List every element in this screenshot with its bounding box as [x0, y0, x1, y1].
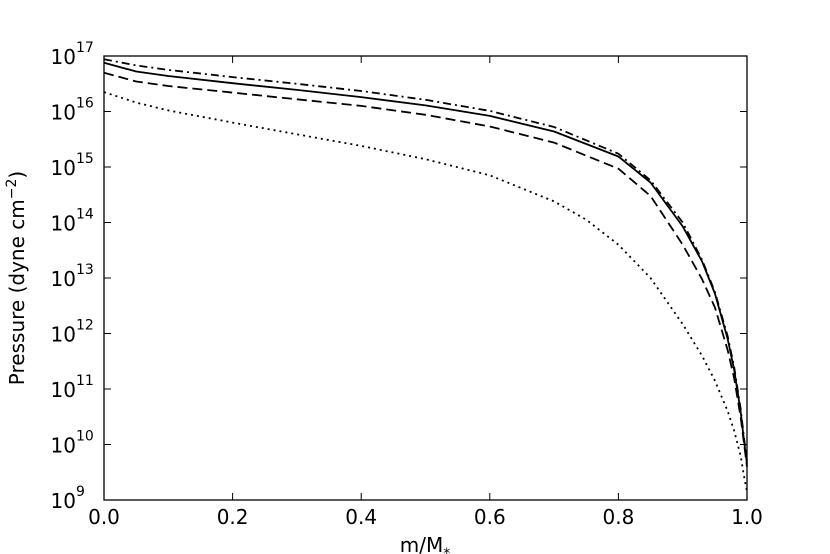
y-tick-label: 10 — [51, 323, 76, 347]
y-tick-label: 10 — [51, 156, 76, 180]
y-tick-exponent: 9 — [76, 484, 85, 500]
y-tick-label: 10 — [51, 489, 76, 513]
y-tick-exponent: 12 — [76, 318, 94, 334]
y-tick-base: 10 — [51, 267, 76, 291]
y-tick-base: 10 — [51, 323, 76, 347]
y-tick-label: 10 — [51, 378, 76, 402]
y-tick-exponent: 11 — [76, 373, 94, 389]
y-tick-base: 10 — [51, 378, 76, 402]
x-tick-label: 0.2 — [217, 505, 249, 529]
x-ticks: 0.0 0.2 0.4 0.6 0.8 1.0 — [88, 56, 763, 529]
y-tick-label: 10 — [51, 101, 76, 125]
y-tick-base: 10 — [51, 156, 76, 180]
x-axis-label-subscript: * — [443, 546, 450, 554]
x-axis-label: m/M* — [400, 533, 450, 554]
series-line-solid — [103, 61, 748, 465]
y-axis-label: Pressure (dyne cm−2) — [4, 171, 29, 385]
series-line-dashdot — [103, 58, 748, 462]
y-tick-exponent: 17 — [76, 40, 94, 56]
x-tick-label: 1.0 — [731, 505, 763, 529]
x-tick-label: 0.0 — [88, 505, 120, 529]
series-line-dotted — [103, 91, 748, 492]
x-tick-label: 0.8 — [602, 505, 634, 529]
y-tick-base: 10 — [51, 434, 76, 458]
y-tick-exponent: 15 — [76, 151, 94, 167]
x-tick-label: 0.6 — [474, 505, 506, 529]
y-tick-base: 10 — [51, 45, 76, 69]
y-tick-label: 10 — [51, 45, 76, 69]
y-tick-exponent: 10 — [76, 429, 94, 445]
y-tick-base: 10 — [51, 489, 76, 513]
y-tick-exponent: 14 — [76, 207, 94, 223]
y-tick-label: 10 — [51, 212, 76, 236]
y-axis-label-superscript: −2 — [4, 179, 20, 200]
series-group — [103, 58, 748, 492]
series-line-dashed — [103, 71, 748, 467]
y-tick-base: 10 — [51, 101, 76, 125]
y-axis-label-suffix: ) — [5, 171, 29, 179]
x-axis-label-main: m/M — [400, 533, 443, 554]
y-tick-base: 10 — [51, 212, 76, 236]
y-tick-label: 10 — [51, 267, 76, 291]
y-axis-label-main: Pressure (dyne cm — [5, 199, 29, 385]
y-tick-label: 10 — [51, 434, 76, 458]
x-tick-label: 0.4 — [345, 505, 377, 529]
y-tick-exponent: 16 — [76, 96, 94, 112]
y-tick-exponent: 13 — [76, 262, 94, 278]
